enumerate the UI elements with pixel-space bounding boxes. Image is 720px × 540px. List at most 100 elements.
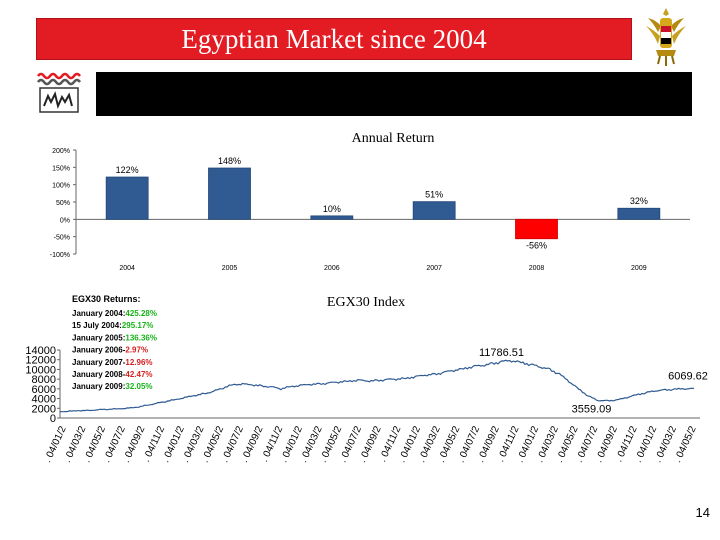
returns-value: 295.17% [122,321,154,330]
line-x-tick-label: . 04/07/2 [456,424,483,464]
line-x-tick-label: . 04/05/2 [436,424,463,464]
returns-value: 42.47% [125,370,152,379]
bar-y-tick-label: 0% [60,217,70,224]
returns-value: 32.05% [125,382,152,391]
bar-data-label: 10% [323,204,341,214]
line-x-tick-label: . 04/07/2 [574,424,601,464]
bar-x-tick-label: 2008 [529,265,545,272]
header-black-bar [96,72,692,116]
returns-label: January 2007- [72,358,126,367]
line-y-tick-label: 4000 [32,394,56,406]
line-x-tick-label: . 04/05/2 [554,424,581,464]
bar-2009 [617,207,661,220]
bar-2007 [412,201,456,220]
line-x-tick-label: . 04/05/2 [318,424,345,464]
line-x-tick-label: . 04/05/2 [82,424,109,464]
bar-data-label: 32% [630,196,648,206]
bar-x-tick-label: 2009 [631,265,647,272]
line-x-tick-label: . 04/03/2 [62,424,89,464]
line-x-tick-label: . 04/03/2 [534,424,561,464]
returns-label: January 2004: [72,309,125,318]
line-annotation: 6069.62 [668,371,708,383]
bar-2004 [105,176,149,220]
line-x-tick-label: . 04/01/2 [279,424,306,464]
line-chart-title: EGX30 Index [327,295,405,310]
line-y-tick-label: 0 [50,413,56,425]
line-y-tick-label: 2000 [32,403,56,415]
eagle-emblem-icon [646,8,686,66]
line-x-tick-label: . 04/03/2 [180,424,207,464]
bar-x-tick-label: 2004 [119,265,135,272]
line-y-tick-label: 12000 [25,355,56,367]
returns-label: January 2009: [72,382,125,391]
returns-label: 15 July 2004: [72,321,122,330]
returns-value: 425.28% [125,309,157,318]
line-y-tick-label: 8000 [32,374,56,386]
bar-data-label: 51% [425,190,443,200]
bar-data-label: -56% [526,241,547,251]
bar-chart: 200% 150% 100% 50% 0% -50% -100% 122% 2004 148% 20… [50,148,690,272]
line-annotation: 3559.09 [572,404,612,416]
returns-row: 15 July 2004:295.17% [72,321,153,330]
bar-y-tick-label: 150% [52,165,70,172]
bar-2006 [310,215,354,220]
returns-row: January 2007-12.96% [72,358,153,367]
bar-2008 [515,218,558,240]
returns-label: January 2006- [72,346,126,355]
bar-data-label: 148% [218,156,241,166]
bar-2005 [208,167,251,220]
bar-y-tick-label: 50% [56,200,70,207]
line-x-tick-label: . 04/01/2 [633,424,660,464]
line-x-tick-label: . 04/11/2 [495,424,521,464]
line-x-tick-label: . 04/01/2 [397,424,424,464]
returns-row: January 2005:136.36% [72,333,157,342]
bar-chart-title: Annual Return [352,131,435,146]
returns-value: 2.97% [125,346,148,355]
line-x-tick-label: . 04/03/2 [653,424,680,464]
line-x-tick-label: . 04/11/2 [141,424,167,464]
bar-y-tick-label: 200% [52,148,70,155]
line-x-tick-label: . 04/09/2 [239,424,266,464]
line-x-tick-label: . 04/07/2 [101,424,128,464]
bar-y-tick-label: 100% [52,183,70,190]
line-x-tick-label: . 04/11/2 [614,424,640,464]
line-y-tick-label: 10000 [25,364,56,376]
egx30-returns-box: EGX30 Returns: January 2004:425.28%15 Ju… [72,294,157,391]
line-y-tick-label: 14000 [25,345,56,357]
returns-row: January 2004:425.28% [72,309,157,318]
exchange-logo-icon [34,68,84,118]
line-x-tick-label: . 04/09/2 [475,424,502,464]
line-x-tick-label: . 04/11/2 [259,424,285,464]
line-x-tick-label: . 04/03/2 [416,424,443,464]
returns-row: January 2008-42.47% [72,370,153,379]
returns-value: 136.36% [125,333,157,342]
line-x-tick-label: . 04/07/2 [219,424,246,464]
page-number: 14 [695,505,710,520]
line-x-tick-label: . 04/03/2 [298,424,325,464]
returns-row: January 2009:32.05% [72,382,153,391]
bar-x-tick-label: 2005 [222,265,238,272]
line-y-tick-label: 6000 [32,384,56,396]
egx30-index-line [60,359,695,413]
line-x-tick-label: . 04/01/2 [42,424,69,464]
bar-y-tick-label: -50% [54,235,70,242]
line-x-tick-label: . 04/09/2 [121,424,148,464]
returns-row: January 2006-2.97% [72,346,148,355]
line-x-tick-label: . 04/05/2 [200,424,227,464]
line-x-tick-label: . 04/09/2 [357,424,384,464]
slide-title: Egyptian Market since 2004 [36,18,632,60]
returns-value: 12.96% [125,358,152,367]
line-x-tick-label: . 04/01/2 [515,424,542,464]
line-x-tick-label: . 04/11/2 [377,424,403,464]
bar-x-tick-label: 2007 [426,265,442,272]
bar-x-tick-label: 2006 [324,265,340,272]
bar-y-tick-label: -100% [50,252,70,259]
line-x-tick-label: . 04/07/2 [338,424,365,464]
line-annotation: 11786.51 [479,347,524,359]
line-x-tick-label: . 04/01/2 [160,424,187,464]
returns-label: January 2005: [72,333,125,342]
bar-data-label: 122% [116,165,139,175]
line-x-tick-label: . 04/05/2 [672,424,699,464]
returns-title: EGX30 Returns: [72,294,141,304]
